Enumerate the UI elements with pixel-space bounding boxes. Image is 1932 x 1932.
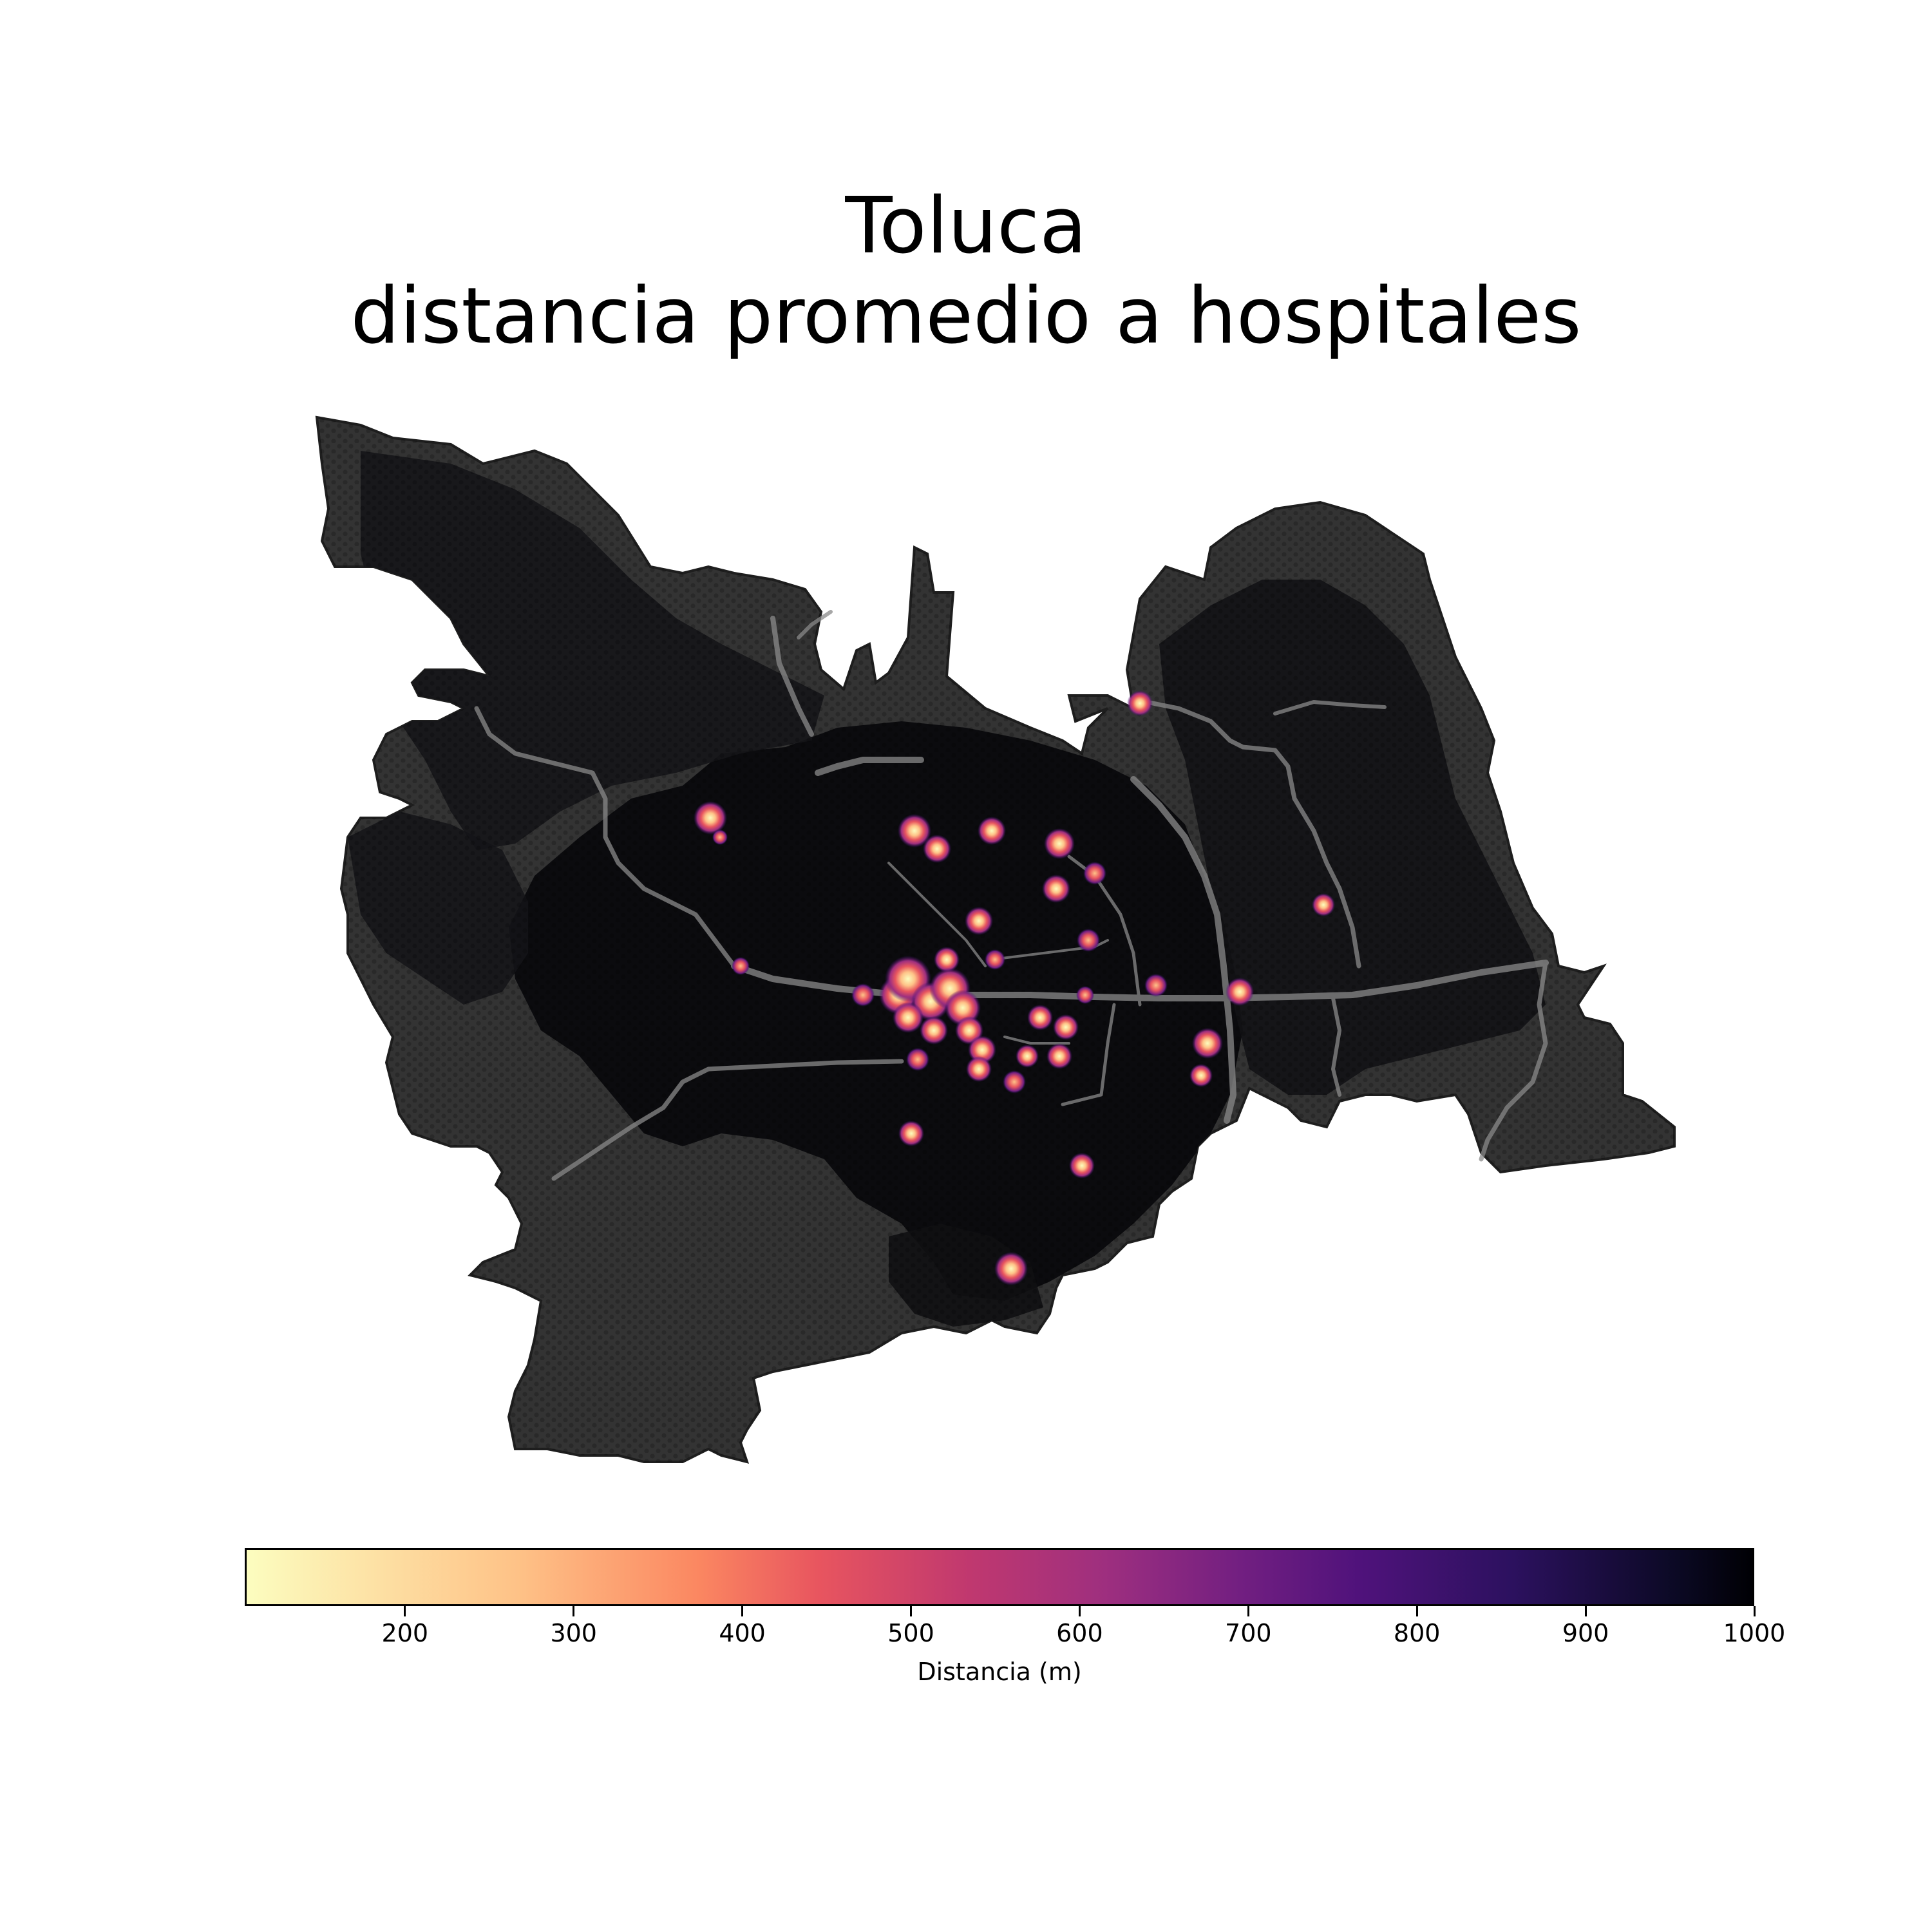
hotspot <box>934 947 960 972</box>
hotspot <box>985 949 1005 970</box>
colorbar-tick-label: 700 <box>1225 1619 1272 1647</box>
colorbar-tick-label: 600 <box>1056 1619 1103 1647</box>
hotspot <box>1312 893 1335 916</box>
hotspot <box>920 1016 948 1045</box>
colorbar-tick-label: 900 <box>1562 1619 1609 1647</box>
hotspot <box>1077 929 1100 952</box>
hotspot <box>906 1048 929 1071</box>
hospital-hotspots <box>694 690 1335 1285</box>
road-inner-4 <box>1061 1003 1116 1106</box>
hotspot <box>966 1056 992 1082</box>
hotspot <box>1053 1014 1079 1040</box>
road-north-spur <box>770 616 814 737</box>
hotspot <box>712 829 728 845</box>
colorbar-tick <box>1584 1606 1587 1616</box>
highway-east-west <box>731 960 1549 1001</box>
hotspot <box>1189 1064 1213 1087</box>
hotspot <box>851 983 875 1007</box>
hotspot <box>1144 974 1168 997</box>
hotspot <box>898 814 931 848</box>
road-north-spur-3 <box>797 610 833 639</box>
map-title-subtitle: distancia promedio a hospitales <box>350 272 1582 361</box>
hotspot <box>1016 1045 1039 1068</box>
hotspot <box>1192 1028 1223 1059</box>
hotspot <box>1044 828 1075 859</box>
road-southwest <box>551 1059 904 1181</box>
hotspot <box>1027 1005 1053 1030</box>
hotspot <box>994 1252 1028 1285</box>
hotspot <box>1076 986 1094 1004</box>
road-inner-1 <box>887 862 987 967</box>
map-title-city: Toluca <box>845 182 1087 271</box>
colorbar-tick <box>1247 1606 1249 1616</box>
road-network <box>474 610 1549 1181</box>
hotspot <box>978 817 1006 845</box>
colorbar-tick <box>910 1606 912 1616</box>
colorbar-tick <box>573 1606 575 1616</box>
road-east-1 <box>1273 700 1387 715</box>
road-northeast <box>1144 699 1361 969</box>
colorbar-tick-label: 1000 <box>1723 1619 1786 1647</box>
road-north-spur-2 <box>815 757 924 776</box>
road-east-2 <box>1331 996 1341 1097</box>
hotspot <box>1069 1153 1095 1179</box>
colorbar-tick <box>1416 1606 1418 1616</box>
hotspot <box>893 1002 923 1033</box>
road-far-east <box>1479 960 1548 1162</box>
colorbar-tick <box>741 1606 744 1616</box>
hotspot <box>1042 875 1070 903</box>
hotspot <box>898 1121 924 1146</box>
road-northwest <box>474 706 737 969</box>
colorbar-tick-label: 300 <box>550 1619 597 1647</box>
hotspot <box>732 957 750 975</box>
road-inner-2 <box>990 939 1109 961</box>
road-inner-5 <box>1003 1036 1070 1045</box>
colorbar <box>245 1548 1754 1606</box>
hotspot <box>694 801 727 835</box>
colorbar-tick-label: 800 <box>1393 1619 1441 1647</box>
hotspot <box>1083 862 1106 885</box>
colorbar-tick <box>1078 1606 1081 1616</box>
colorbar-tick-label: 400 <box>719 1619 766 1647</box>
hotspot <box>1046 1043 1072 1069</box>
hotspot <box>965 907 993 935</box>
hotspot <box>1003 1070 1026 1094</box>
hotspot <box>1226 978 1254 1006</box>
hotspot <box>923 835 951 863</box>
road-diagonal <box>1130 776 1236 1124</box>
colorbar-tick-label: 200 <box>381 1619 429 1647</box>
colorbar-tick-label: 500 <box>887 1619 934 1647</box>
colorbar-label: Distancia (m) <box>917 1658 1082 1686</box>
hotspot <box>1127 690 1153 716</box>
colorbar-tick <box>1753 1606 1756 1616</box>
colorbar-tick <box>404 1606 406 1616</box>
